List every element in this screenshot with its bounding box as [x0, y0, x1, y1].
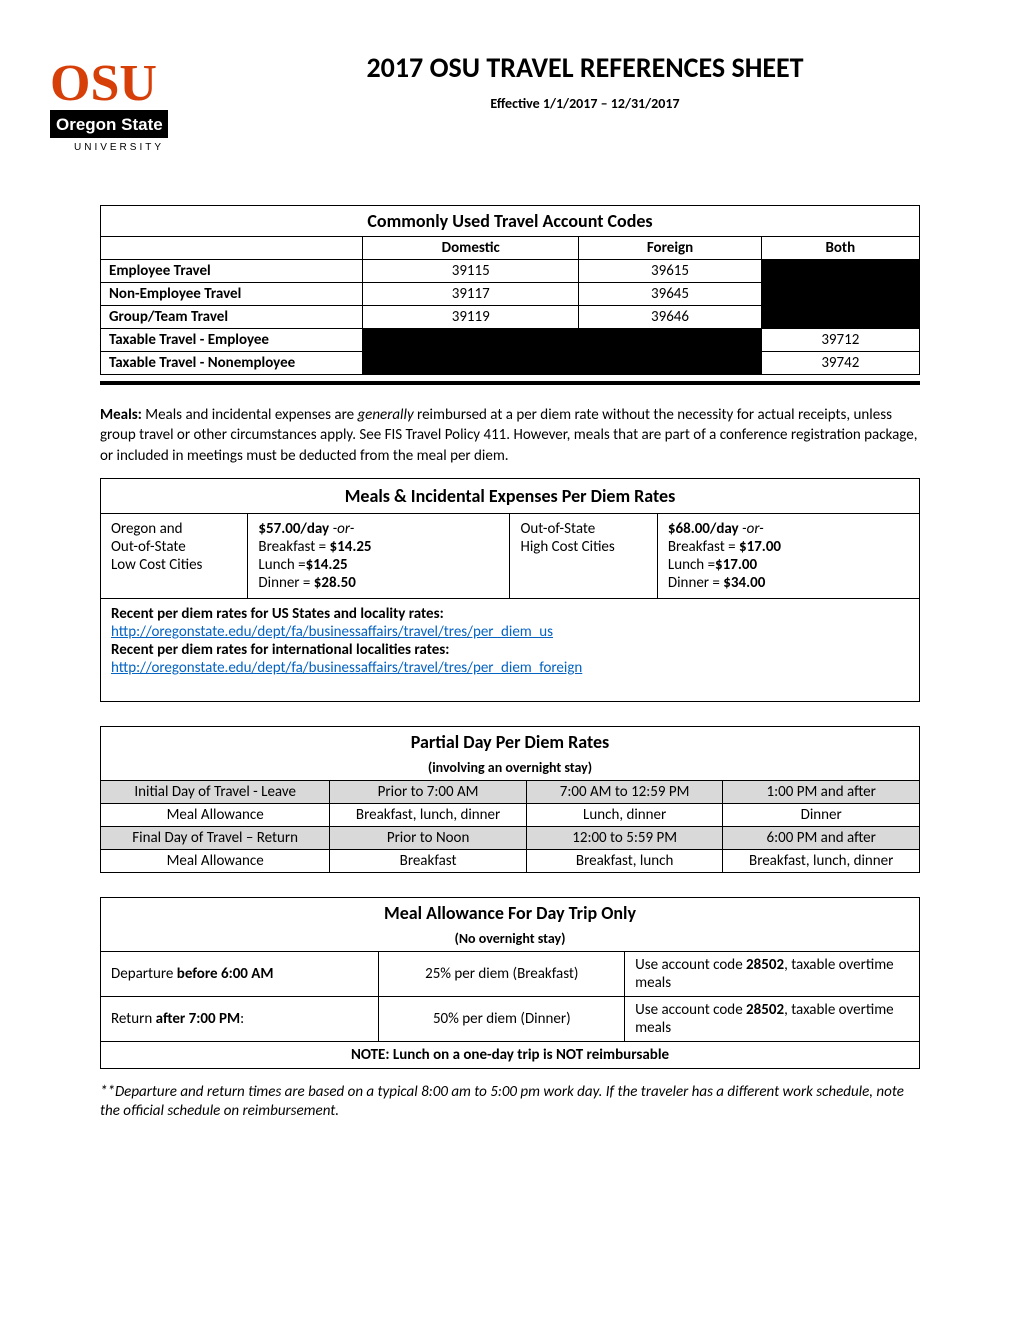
col-foreign: Foreign	[579, 237, 761, 260]
daytrip-note: NOTE: Lunch on a one-day trip is NOT rei…	[101, 1041, 920, 1068]
svg-text:Oregon State: Oregon State	[56, 115, 163, 134]
account-codes-table: Commonly Used Travel Account Codes Domes…	[100, 205, 920, 375]
low-cost-rates: $57.00/day -or- Breakfast = $14.25 Lunch…	[248, 513, 510, 598]
account-codes-title: Commonly Used Travel Account Codes	[101, 206, 920, 237]
table-row: Departure before 6:00 AM 25% per diem (B…	[101, 951, 920, 996]
table-row: Group/Team Travel 39119 39646	[101, 306, 920, 329]
table-row: Return after 7:00 PM: 50% per diem (Dinn…	[101, 996, 920, 1041]
table-row: Initial Day of Travel - Leave Prior to 7…	[101, 780, 920, 803]
intl-per-diem-link[interactable]: http://oregonstate.edu/dept/fa/businessa…	[111, 659, 582, 677]
table-row: Meal Allowance Breakfast Breakfast, lunc…	[101, 849, 920, 872]
footnote: **Departure and return times are based o…	[100, 1083, 920, 1122]
meals-paragraph: Meals: Meals and incidental expenses are…	[100, 405, 920, 466]
daytrip-title: Meal Allowance For Day Trip Only	[101, 897, 920, 928]
table-row: Taxable Travel - Nonemployee 39742	[101, 352, 920, 375]
title-block: 2017 OSU TRAVEL REFERENCES SHEET Effecti…	[200, 40, 970, 112]
us-per-diem-link[interactable]: http://oregonstate.edu/dept/fa/businessa…	[111, 623, 553, 641]
effective-dates: Effective 1/1/2017 – 12/31/2017	[200, 95, 970, 112]
per-diem-title: Meals & Incidental Expenses Per Diem Rat…	[101, 478, 920, 513]
table-row: Taxable Travel - Employee 39712	[101, 329, 920, 352]
per-diem-links: Recent per diem rates for US States and …	[101, 598, 920, 701]
high-cost-rates: $68.00/day -or- Breakfast = $17.00 Lunch…	[657, 513, 919, 598]
logo-osu-text: OSU	[50, 55, 157, 112]
per-diem-table: Meals & Incidental Expenses Per Diem Rat…	[100, 478, 920, 702]
table-row: Non-Employee Travel 39117 39645	[101, 283, 920, 306]
partial-subtitle: (involving an overnight stay)	[101, 757, 920, 781]
high-cost-label: Out-of-State High Cost Cities	[510, 513, 657, 598]
table-row: Meal Allowance Breakfast, lunch, dinner …	[101, 803, 920, 826]
low-cost-label: Oregon and Out-of-State Low Cost Cities	[101, 513, 248, 598]
table-row: Employee Travel 39115 39615	[101, 260, 920, 283]
col-domestic: Domestic	[363, 237, 579, 260]
page-header: OSU Oregon State UNIVERSITY 2017 OSU TRA…	[50, 40, 970, 185]
table-row: Final Day of Travel – Return Prior to No…	[101, 826, 920, 849]
col-both: Both	[761, 237, 919, 260]
divider	[100, 381, 920, 385]
partial-day-table: Partial Day Per Diem Rates (involving an…	[100, 726, 920, 873]
page-title: 2017 OSU TRAVEL REFERENCES SHEET	[200, 50, 970, 85]
day-trip-table: Meal Allowance For Day Trip Only (No ove…	[100, 897, 920, 1069]
osu-logo: OSU Oregon State UNIVERSITY	[50, 40, 180, 185]
partial-title: Partial Day Per Diem Rates	[101, 726, 920, 757]
daytrip-subtitle: (No overnight stay)	[101, 928, 920, 952]
svg-text:UNIVERSITY: UNIVERSITY	[74, 142, 164, 153]
